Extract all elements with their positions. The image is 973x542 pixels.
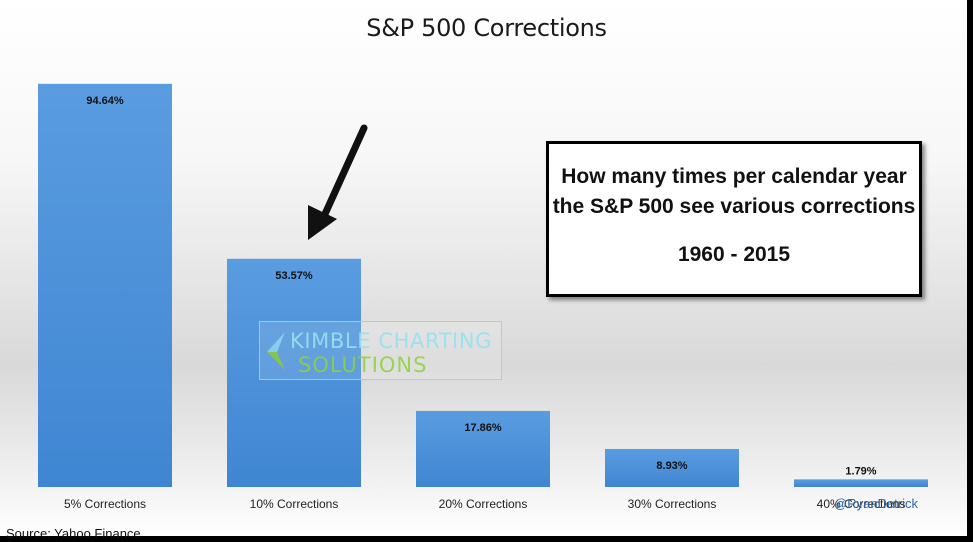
bar-1: [38, 83, 172, 487]
callout-range: 1960 - 2015: [677, 243, 791, 266]
category-label-3: 20% Corrections: [439, 497, 528, 511]
category-label-2: 10% Corrections: [250, 497, 339, 511]
data-label-2: 53.57%: [275, 270, 313, 282]
watermark-top: KIMBLE CHARTING: [290, 329, 493, 353]
bar-3: [416, 410, 550, 487]
chart-title: S&P 500 Corrections: [366, 14, 607, 42]
callout-box: How many times per calendar year the S&P…: [546, 141, 922, 297]
data-label-3: 17.86%: [464, 422, 502, 434]
source-note: Source: Yahoo Finance: [6, 526, 141, 541]
data-label-4: 8.93%: [656, 460, 687, 472]
bar-4: [605, 448, 739, 487]
callout-line-1: How many times per calendar year: [561, 165, 907, 188]
watermark: KIMBLE CHARTING SOLUTIONS: [259, 321, 502, 380]
category-label-1: 5% Corrections: [64, 497, 146, 511]
data-label-5: 1.79%: [845, 465, 876, 477]
data-label-1: 94.64%: [86, 95, 124, 107]
callout-line-2: the S&P 500 see various corrections: [552, 195, 916, 218]
kimble-logo-icon: [267, 332, 285, 370]
twitter-credit: @RyanDetrick: [834, 496, 918, 511]
category-label-4: 30% Corrections: [628, 497, 717, 511]
arrow-icon: [308, 124, 368, 240]
bar-5: [794, 479, 928, 487]
category-label-5: 40% Corrections: [817, 497, 906, 511]
bar-2: [227, 258, 361, 487]
watermark-bottom: SOLUTIONS: [298, 353, 428, 377]
